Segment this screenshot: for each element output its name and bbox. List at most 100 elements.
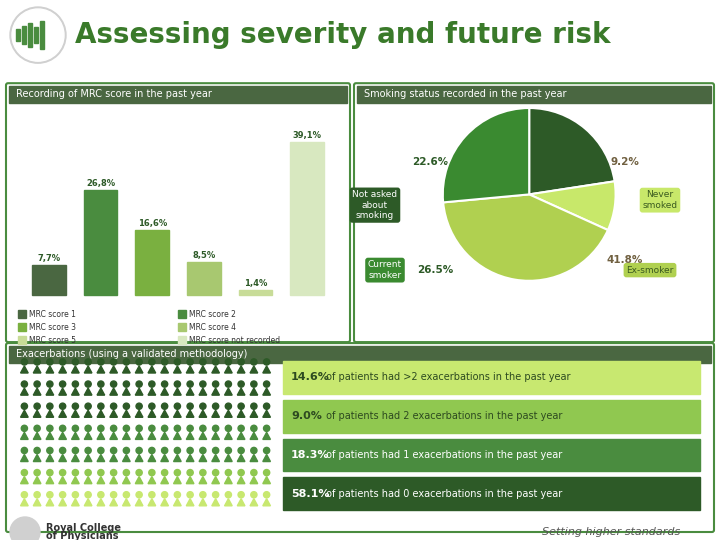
Polygon shape xyxy=(161,410,168,417)
Circle shape xyxy=(212,447,219,454)
Polygon shape xyxy=(148,455,156,462)
Polygon shape xyxy=(21,499,28,506)
Polygon shape xyxy=(109,455,117,462)
Circle shape xyxy=(60,381,66,387)
Polygon shape xyxy=(71,388,79,395)
Text: 26.5%: 26.5% xyxy=(417,265,453,275)
Polygon shape xyxy=(109,366,117,373)
Circle shape xyxy=(161,469,168,476)
Text: of patients had >2 exacerbations in the past year: of patients had >2 exacerbations in the … xyxy=(323,373,570,382)
Polygon shape xyxy=(46,455,54,462)
Text: 39,1%: 39,1% xyxy=(292,131,322,139)
Text: of Physicians: of Physicians xyxy=(46,531,119,540)
Bar xyxy=(32,265,66,295)
Circle shape xyxy=(187,425,193,431)
Text: 16,6%: 16,6% xyxy=(138,219,167,228)
Circle shape xyxy=(174,359,181,365)
Circle shape xyxy=(47,469,53,476)
FancyBboxPatch shape xyxy=(6,83,350,342)
Circle shape xyxy=(199,403,206,409)
Circle shape xyxy=(199,381,206,387)
Circle shape xyxy=(238,403,244,409)
Polygon shape xyxy=(161,455,168,462)
Polygon shape xyxy=(59,366,66,373)
Polygon shape xyxy=(71,433,79,440)
Polygon shape xyxy=(212,455,220,462)
Circle shape xyxy=(264,491,270,498)
Polygon shape xyxy=(46,366,54,373)
Text: of patients had 2 exacerbations in the past year: of patients had 2 exacerbations in the p… xyxy=(323,411,562,421)
Polygon shape xyxy=(59,433,66,440)
Polygon shape xyxy=(148,410,156,417)
Circle shape xyxy=(136,403,143,409)
Polygon shape xyxy=(109,433,117,440)
Circle shape xyxy=(60,469,66,476)
Text: Current
smoker: Current smoker xyxy=(368,260,402,280)
Text: Assessing severity and future risk: Assessing severity and future risk xyxy=(75,21,611,49)
Polygon shape xyxy=(161,477,168,484)
Polygon shape xyxy=(161,366,168,373)
Circle shape xyxy=(47,491,53,498)
Polygon shape xyxy=(250,410,258,417)
Polygon shape xyxy=(161,433,168,440)
Circle shape xyxy=(22,447,27,454)
Circle shape xyxy=(212,425,219,431)
Polygon shape xyxy=(238,455,245,462)
Circle shape xyxy=(238,447,244,454)
Circle shape xyxy=(225,381,231,387)
Text: 1,4%: 1,4% xyxy=(244,279,267,288)
Polygon shape xyxy=(33,499,41,506)
Polygon shape xyxy=(186,499,194,506)
Polygon shape xyxy=(122,433,130,440)
Circle shape xyxy=(264,425,270,431)
Polygon shape xyxy=(71,455,79,462)
Polygon shape xyxy=(21,410,28,417)
Polygon shape xyxy=(186,433,194,440)
Text: of patients had 0 exacerbations in the past year: of patients had 0 exacerbations in the p… xyxy=(323,489,562,498)
FancyBboxPatch shape xyxy=(6,343,714,532)
Circle shape xyxy=(22,381,27,387)
Circle shape xyxy=(251,491,257,498)
Circle shape xyxy=(238,425,244,431)
Polygon shape xyxy=(33,477,41,484)
Text: Setting higher standards: Setting higher standards xyxy=(541,527,680,537)
Circle shape xyxy=(34,403,40,409)
Text: of patients had 1 exacerbations in the past year: of patients had 1 exacerbations in the p… xyxy=(323,450,562,460)
Circle shape xyxy=(47,381,53,387)
Circle shape xyxy=(136,381,143,387)
Polygon shape xyxy=(212,366,220,373)
Polygon shape xyxy=(59,388,66,395)
Polygon shape xyxy=(135,455,143,462)
Circle shape xyxy=(136,469,143,476)
Polygon shape xyxy=(174,499,181,506)
Polygon shape xyxy=(135,477,143,484)
Polygon shape xyxy=(250,366,258,373)
Bar xyxy=(283,361,700,394)
Circle shape xyxy=(161,381,168,387)
Polygon shape xyxy=(212,499,220,506)
Circle shape xyxy=(111,359,117,365)
Polygon shape xyxy=(199,433,207,440)
Circle shape xyxy=(251,359,257,365)
Text: MRC score not recorded: MRC score not recorded xyxy=(189,335,280,345)
Polygon shape xyxy=(263,477,271,484)
Circle shape xyxy=(98,491,104,498)
Text: Smoking status recorded in the past year: Smoking status recorded in the past year xyxy=(364,89,567,99)
Polygon shape xyxy=(97,388,104,395)
Polygon shape xyxy=(135,388,143,395)
Circle shape xyxy=(34,469,40,476)
Circle shape xyxy=(251,403,257,409)
Polygon shape xyxy=(33,410,41,417)
Polygon shape xyxy=(46,477,54,484)
Circle shape xyxy=(111,491,117,498)
Circle shape xyxy=(174,469,181,476)
Polygon shape xyxy=(225,455,232,462)
Polygon shape xyxy=(199,366,207,373)
Circle shape xyxy=(72,403,78,409)
Circle shape xyxy=(98,447,104,454)
Circle shape xyxy=(111,381,117,387)
Polygon shape xyxy=(225,388,232,395)
Bar xyxy=(18,336,26,344)
Circle shape xyxy=(187,491,193,498)
Polygon shape xyxy=(238,366,245,373)
